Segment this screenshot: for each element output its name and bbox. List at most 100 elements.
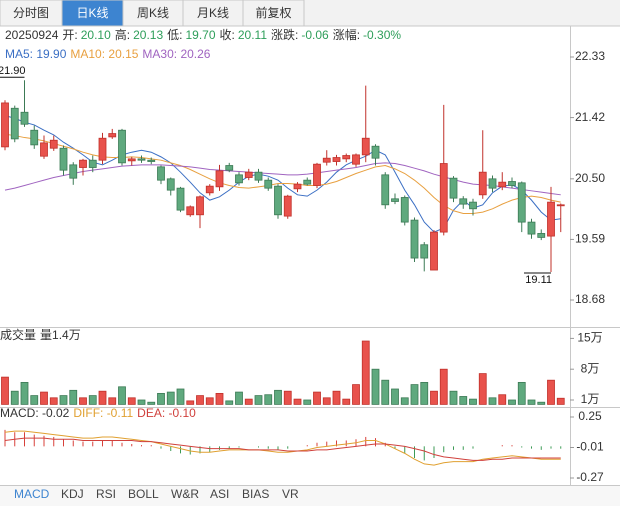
indicator-tab[interactable]: VR <box>282 487 299 501</box>
volume-bar <box>342 398 351 405</box>
indicator-tab[interactable]: BOLL <box>128 487 159 501</box>
volume-bar <box>127 397 136 405</box>
candle-body <box>332 157 341 162</box>
high-label: 21.90 <box>0 65 26 77</box>
candle-body <box>410 219 419 259</box>
candle-body <box>430 231 438 271</box>
tab-label[interactable]: 日K线 <box>76 6 108 20</box>
info-value: -0.30% <box>363 28 401 42</box>
tab-label[interactable]: 分时图 <box>13 6 49 20</box>
candle-body <box>537 233 546 238</box>
indicator-tab[interactable]: MACD <box>14 487 50 501</box>
indicator-tab[interactable]: ASI <box>210 487 229 501</box>
indicator-tab[interactable]: BIAS <box>242 487 269 501</box>
volume-bar <box>303 399 312 405</box>
date: 20250924 <box>5 28 59 42</box>
legend-entry: DEA: -0.10 <box>137 406 196 420</box>
y-tick-label: 8万 <box>581 361 600 375</box>
candle-body <box>244 171 253 178</box>
volume-bar <box>254 395 263 405</box>
candle-body <box>196 196 204 216</box>
candle-body <box>361 137 370 156</box>
info-label: 收: <box>220 28 235 42</box>
y-tick-label: 21.42 <box>575 110 605 124</box>
candle-body <box>352 154 360 165</box>
y-tick-label: 18.68 <box>575 292 605 306</box>
candle-body <box>98 137 107 161</box>
volume-bar <box>274 389 282 405</box>
candle-body <box>381 174 390 206</box>
candle-body <box>108 133 117 138</box>
macd-line <box>4 437 561 461</box>
volume-bar <box>10 390 19 405</box>
candle-body <box>313 163 321 186</box>
tab-label[interactable]: 周K线 <box>137 6 169 20</box>
candle-body <box>400 197 409 223</box>
candle-body <box>371 145 380 159</box>
candle-body <box>527 221 536 235</box>
volume-bar <box>352 384 360 405</box>
indicator-tab[interactable]: KDJ <box>61 487 84 501</box>
volume-bar <box>108 397 117 405</box>
volume-bar <box>381 379 390 405</box>
candle-body <box>147 159 156 162</box>
title: 成交量 <box>0 327 36 342</box>
volume-bar <box>235 391 243 405</box>
candle-body <box>88 159 97 168</box>
y-tick-label: -0.01 <box>576 440 604 454</box>
info-label: 涨幅: <box>333 27 360 42</box>
candle-body <box>59 147 68 171</box>
y-tick-label: 22.33 <box>575 49 605 63</box>
y-tick-label: 20.50 <box>575 171 605 185</box>
candle-body <box>40 142 48 157</box>
volume-bar <box>488 397 497 405</box>
candle-body <box>254 171 263 181</box>
info-value: 19.70 <box>185 28 215 42</box>
candle-body <box>556 204 565 207</box>
tab-label[interactable]: 前复权 <box>255 5 291 20</box>
low-label: 19.11 <box>525 274 552 286</box>
volume-bar <box>439 368 448 405</box>
candle-body <box>322 157 331 163</box>
volume-bar <box>59 395 68 405</box>
candle-body <box>274 185 282 216</box>
tab[interactable] <box>122 0 184 27</box>
volume-bar <box>527 399 536 405</box>
y-tick-label: 15万 <box>577 331 602 345</box>
indicator-bar <box>0 486 620 506</box>
legend-entry: MACD: -0.02 <box>0 406 70 420</box>
y-tick-label: 1万 <box>581 392 600 406</box>
candle-body <box>391 198 399 202</box>
candle-body <box>342 155 351 160</box>
tab[interactable] <box>242 0 305 27</box>
candle-body <box>205 185 214 194</box>
candle-body <box>488 178 497 189</box>
tab[interactable] <box>61 0 124 27</box>
info-value: 20.13 <box>133 28 163 42</box>
candle-body <box>49 139 58 149</box>
candle-body <box>478 171 487 196</box>
volume-bar <box>508 399 516 405</box>
indicator-tab[interactable]: W&R <box>171 487 199 501</box>
info-label: 开: <box>62 28 77 42</box>
candle-body <box>166 178 175 191</box>
volume-bar <box>215 392 224 405</box>
candle-body <box>30 129 39 146</box>
volume-bar <box>40 391 48 405</box>
candle-body <box>498 181 507 188</box>
legend-entry: MA10: 20.15 <box>70 47 138 61</box>
volume-bar <box>420 381 429 405</box>
candle-body <box>79 159 87 168</box>
info-value: 20.10 <box>81 28 111 42</box>
indicator-tab[interactable]: RSI <box>96 487 116 501</box>
info-line: 20250924 开: 20.10 高: 20.13 低: 19.70 收: 20.11 涨跌: -… <box>5 27 401 42</box>
volume-bar <box>537 401 546 405</box>
volume-bar <box>313 391 321 405</box>
volume-bar <box>371 368 380 405</box>
candle-body <box>420 244 429 259</box>
volume-bar <box>205 397 214 405</box>
tab-label[interactable]: 月K线 <box>197 6 229 20</box>
volume-bar <box>332 390 341 405</box>
